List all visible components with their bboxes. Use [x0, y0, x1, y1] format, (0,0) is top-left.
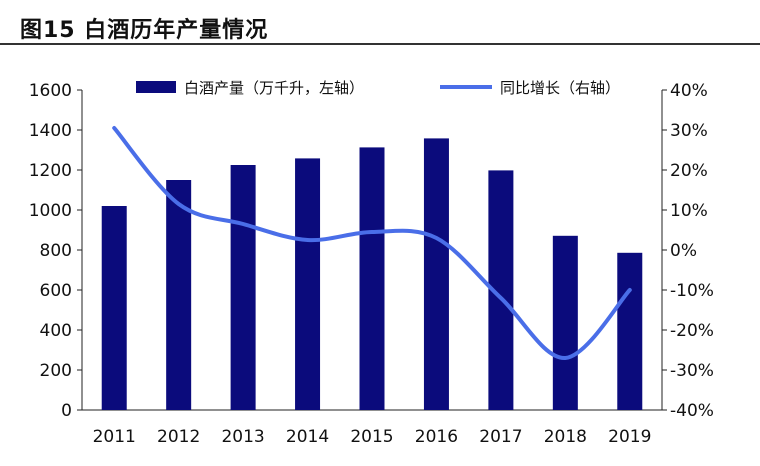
y-right-tick-label: -30% — [670, 361, 714, 381]
bar-production — [295, 158, 321, 410]
title-divider — [0, 43, 760, 45]
legend-label-line: 同比增长（右轴） — [500, 79, 620, 97]
x-tick-label: 2017 — [479, 427, 522, 447]
bar-production — [552, 235, 578, 410]
x-tick-label: 2015 — [350, 427, 393, 447]
y-left-tick-label: 1000 — [29, 201, 72, 221]
bar-production — [166, 180, 192, 410]
bar-production — [230, 165, 256, 410]
y-right-tick-label: 30% — [670, 121, 708, 141]
y-right-tick-label: 40% — [670, 81, 708, 101]
bar-production — [423, 138, 449, 410]
x-tick-label: 2018 — [544, 427, 587, 447]
y-left-tick-label: 800 — [40, 241, 72, 261]
y-left-tick-label: 1600 — [29, 81, 72, 101]
x-tick-label: 2012 — [157, 427, 200, 447]
y-left-tick-label: 1400 — [29, 121, 72, 141]
x-tick-label: 2016 — [415, 427, 458, 447]
page-title: 图15 白酒历年产量情况 — [20, 18, 269, 43]
bar-production — [617, 252, 643, 410]
legend-swatch-bar — [136, 81, 176, 93]
y-left-tick-label: 200 — [40, 361, 72, 381]
y-left-tick-label: 600 — [40, 281, 72, 301]
y-right-tick-label: -40% — [670, 401, 714, 421]
bar-production — [101, 206, 127, 410]
y-right-tick-label: 20% — [670, 161, 708, 181]
y-left-tick-label: 1200 — [29, 161, 72, 181]
y-left-tick-label: 0 — [61, 401, 72, 421]
x-tick-label: 2013 — [221, 427, 264, 447]
x-tick-label: 2019 — [608, 427, 651, 447]
legend-label-bar: 白酒产量（万千升，左轴） — [184, 79, 364, 97]
bar-production — [359, 147, 385, 410]
x-tick-label: 2011 — [93, 427, 136, 447]
y-left-tick-label: 400 — [40, 321, 72, 341]
y-right-tick-label: -20% — [670, 321, 714, 341]
y-right-tick-label: -10% — [670, 281, 714, 301]
line-yoy-growth — [112, 126, 632, 361]
y-right-tick-label: 0% — [670, 241, 697, 261]
x-tick-label: 2014 — [286, 427, 329, 447]
y-right-tick-label: 10% — [670, 201, 708, 221]
